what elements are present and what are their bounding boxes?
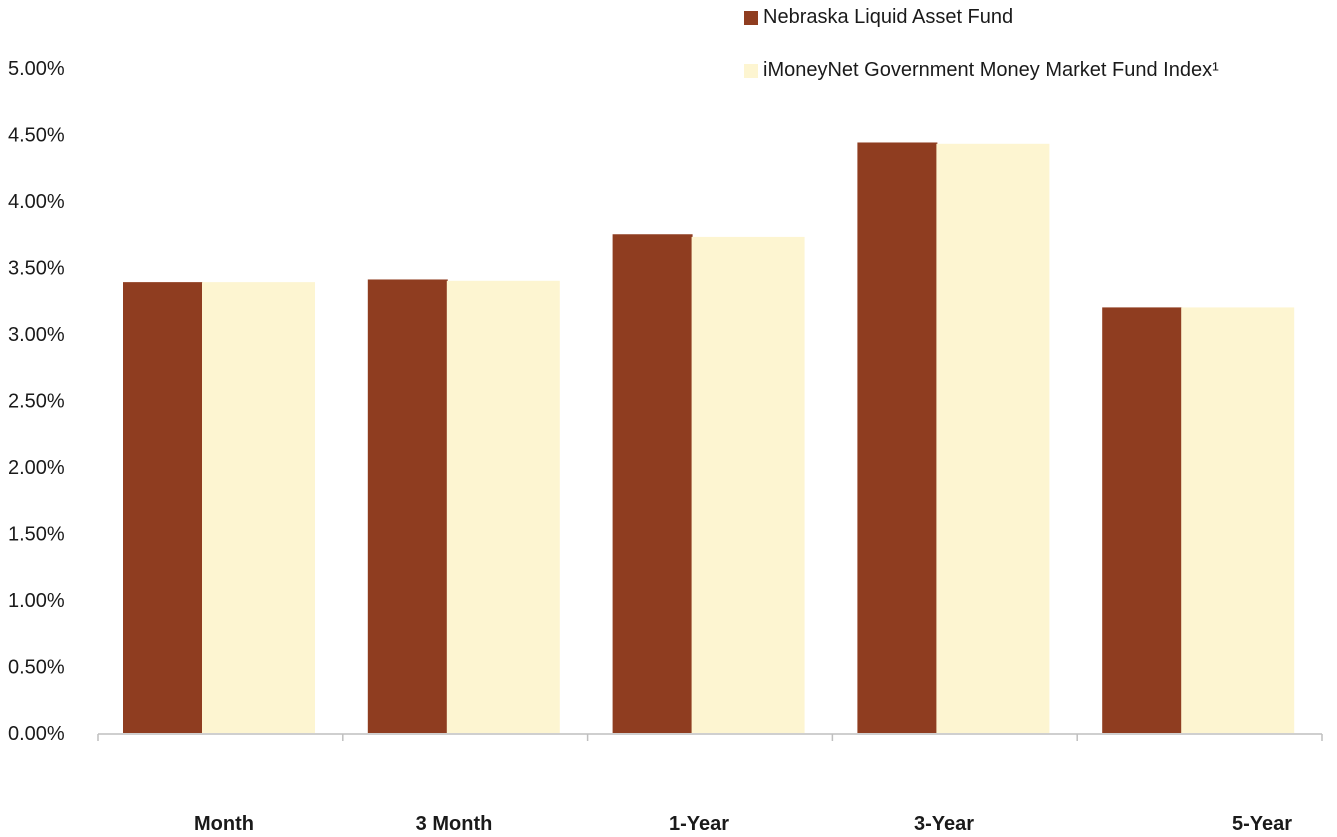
legend-label-series-2: iMoneyNet Government Money Market Fund I… bbox=[763, 59, 1219, 81]
bar-imoneynet-index-3-month bbox=[446, 280, 560, 733]
y-tick-label: 3.00% bbox=[8, 324, 65, 346]
bar-nebraska-liquid-asset-fund-month bbox=[123, 282, 203, 733]
legend-item-series-2: iMoneyNet Government Money Market Fund I… bbox=[744, 59, 1219, 82]
bar-nebraska-liquid-asset-fund-3-month bbox=[367, 279, 448, 733]
y-tick-label: 0.00% bbox=[8, 723, 65, 745]
x-category-label: Month bbox=[194, 813, 254, 835]
bar-imoneynet-index-3-year bbox=[936, 143, 1050, 733]
bar-nebraska-liquid-asset-fund-1-year bbox=[612, 234, 693, 733]
x-axis-category-labels: Month 3 Month 1-Year 3-Year 5-Year bbox=[194, 813, 1292, 835]
y-tick-label: 2.00% bbox=[8, 457, 65, 479]
legend-item-series-1: Nebraska Liquid Asset Fund bbox=[744, 6, 1013, 29]
x-category-label: 3 Month bbox=[416, 813, 493, 835]
bar-imoneynet-index-5-year bbox=[1181, 307, 1295, 733]
bar-nebraska-liquid-asset-fund-3-year bbox=[857, 142, 938, 734]
y-tick-label: 4.50% bbox=[8, 125, 65, 147]
x-category-label: 3-Year bbox=[914, 813, 974, 835]
bar-imoneynet-index-1-year bbox=[691, 236, 805, 733]
y-tick-label: 3.50% bbox=[8, 258, 65, 280]
y-tick-label: 4.00% bbox=[8, 191, 65, 213]
x-category-label: 5-Year bbox=[1232, 813, 1292, 835]
y-tick-label: 0.50% bbox=[8, 657, 65, 679]
bar-nebraska-liquid-asset-fund-5-year bbox=[1102, 307, 1183, 733]
y-tick-label: 1.50% bbox=[8, 524, 65, 546]
bars bbox=[123, 142, 1295, 734]
y-tick-label: 1.00% bbox=[8, 590, 65, 612]
legend-label-series-1: Nebraska Liquid Asset Fund bbox=[763, 6, 1014, 28]
bar-imoneynet-index-month bbox=[202, 282, 315, 733]
x-category-label: 1-Year bbox=[669, 813, 729, 835]
y-tick-label: 2.50% bbox=[8, 391, 65, 413]
legend-swatch-series-1 bbox=[744, 10, 758, 25]
y-axis-tick-labels: 0.00% 0.50% 1.00% 1.50% 2.00% 2.50% 3.00% 3.50%… bbox=[8, 58, 65, 745]
legend-swatch-series-2 bbox=[744, 63, 758, 78]
x-axis bbox=[97, 733, 1323, 741]
y-tick-label: 5.00% bbox=[8, 58, 65, 80]
